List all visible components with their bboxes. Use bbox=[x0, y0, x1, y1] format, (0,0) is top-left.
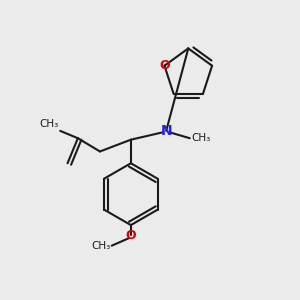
Text: CH₃: CH₃ bbox=[40, 119, 59, 129]
Text: O: O bbox=[125, 229, 136, 242]
Text: CH₃: CH₃ bbox=[191, 133, 211, 143]
Text: CH₃: CH₃ bbox=[91, 241, 110, 251]
Text: O: O bbox=[159, 59, 170, 72]
Text: N: N bbox=[160, 124, 172, 138]
